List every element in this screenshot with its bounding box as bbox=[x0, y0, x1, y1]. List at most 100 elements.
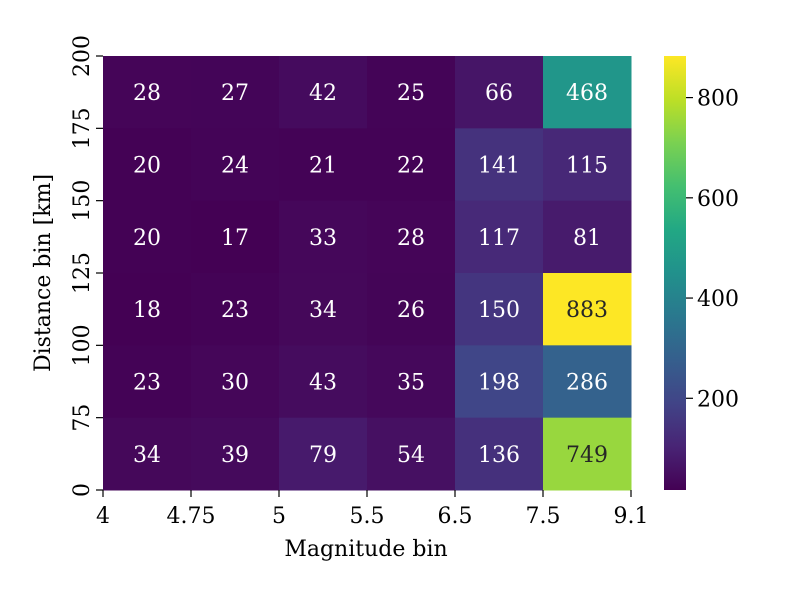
y-tick-label: 200 bbox=[70, 35, 95, 77]
y-tick-label: 150 bbox=[70, 180, 95, 222]
cell-value-label: 23 bbox=[133, 371, 161, 396]
heatmap-cell bbox=[543, 128, 632, 202]
heatmap-cell bbox=[455, 56, 544, 129]
y-tick-label: 100 bbox=[70, 324, 95, 366]
heatmap-cell bbox=[455, 417, 544, 491]
heatmap-cell bbox=[103, 128, 192, 202]
y-tick-label: 175 bbox=[70, 107, 95, 149]
heatmap-cell bbox=[543, 200, 632, 274]
colorbar-tick-label: 400 bbox=[697, 287, 739, 312]
colorbar-ticks: 200 400 600 800 bbox=[686, 87, 739, 412]
cell-value-label: 468 bbox=[566, 81, 608, 106]
cell-value-label: 136 bbox=[478, 443, 520, 468]
colorbar-gradient bbox=[664, 56, 686, 490]
x-tick-label: 5.5 bbox=[350, 504, 385, 529]
heatmap-cell bbox=[279, 417, 368, 491]
heatmap-cell bbox=[279, 200, 368, 274]
cell-value-label: 35 bbox=[397, 371, 425, 396]
heatmap-cell bbox=[367, 417, 456, 491]
heatmap-cells bbox=[103, 56, 632, 491]
cell-value-label: 42 bbox=[309, 81, 337, 106]
heatmap-cell bbox=[455, 345, 544, 419]
x-tick-label: 5 bbox=[272, 504, 286, 529]
cell-value-label: 141 bbox=[478, 154, 520, 179]
x-tick-label: 9.1 bbox=[614, 504, 649, 529]
heatmap-cell bbox=[103, 345, 192, 419]
cell-value-label: 26 bbox=[397, 298, 425, 323]
x-tick-label: 7.5 bbox=[526, 504, 561, 529]
x-axis-label: Magnitude bin bbox=[284, 537, 447, 562]
cell-value-label: 39 bbox=[221, 443, 249, 468]
heatmap-cell bbox=[455, 200, 544, 274]
y-tick-label: 75 bbox=[70, 404, 95, 432]
cell-value-label: 115 bbox=[566, 154, 608, 179]
x-tick-label: 4.75 bbox=[167, 504, 216, 529]
cell-value-label: 54 bbox=[397, 443, 425, 468]
cell-value-label: 286 bbox=[566, 371, 608, 396]
x-tick-label: 4 bbox=[96, 504, 110, 529]
heatmap-cell bbox=[543, 56, 632, 129]
cell-value-label: 79 bbox=[309, 443, 337, 468]
cell-value-label: 18 bbox=[133, 298, 161, 323]
cell-value-label: 23 bbox=[221, 298, 249, 323]
heatmap-cell bbox=[279, 345, 368, 419]
cell-value-label: 81 bbox=[573, 226, 601, 251]
heatmap-cell bbox=[543, 417, 632, 491]
cell-value-label: 28 bbox=[397, 226, 425, 251]
y-axis: 0 75 100 125 150 175 200 bbox=[70, 35, 103, 497]
cell-value-label: 21 bbox=[309, 154, 337, 179]
cell-value-label: 22 bbox=[397, 154, 425, 179]
heatmap-cell bbox=[367, 56, 456, 129]
heatmap-cell bbox=[543, 273, 632, 346]
cell-value-label: 749 bbox=[566, 443, 608, 468]
heatmap-cell bbox=[103, 200, 192, 274]
colorbar-tick-label: 200 bbox=[697, 387, 739, 412]
heatmap-cell bbox=[367, 128, 456, 202]
heatmap-cell bbox=[191, 128, 280, 202]
cell-value-label: 66 bbox=[485, 81, 513, 106]
cell-value-label: 24 bbox=[221, 154, 249, 179]
heatmap-cell bbox=[279, 273, 368, 346]
heatmap-cell bbox=[103, 56, 192, 129]
cell-value-label: 27 bbox=[221, 81, 249, 106]
y-tick-label: 125 bbox=[70, 252, 95, 294]
colorbar-tick-label: 800 bbox=[697, 87, 739, 112]
x-tick-label: 6.5 bbox=[438, 504, 473, 529]
cell-value-label: 34 bbox=[133, 443, 161, 468]
heatmap-cell bbox=[103, 417, 192, 491]
cell-value-label: 198 bbox=[478, 371, 520, 396]
y-axis-label: Distance bin [km] bbox=[31, 174, 56, 372]
heatmap-cell bbox=[103, 273, 192, 346]
x-axis: 4 4.75 5 5.5 6.5 7.5 9.1 bbox=[96, 490, 649, 529]
heatmap-cell bbox=[191, 273, 280, 346]
cell-value-label: 25 bbox=[397, 81, 425, 106]
heatmap-cell bbox=[455, 128, 544, 202]
cell-value-label: 43 bbox=[309, 371, 337, 396]
y-tick-label: 0 bbox=[70, 483, 95, 497]
cell-value-label: 30 bbox=[221, 371, 249, 396]
cell-value-label: 34 bbox=[309, 298, 337, 323]
heatmap-cell bbox=[191, 56, 280, 129]
cell-value-label: 20 bbox=[133, 154, 161, 179]
cell-value-label: 150 bbox=[478, 298, 520, 323]
heatmap-cell bbox=[279, 56, 368, 129]
heatmap-cell bbox=[367, 200, 456, 274]
colorbar: 200 400 600 800 bbox=[664, 56, 739, 490]
heatmap-cell bbox=[367, 273, 456, 346]
heatmap-cell bbox=[191, 345, 280, 419]
colorbar-tick-label: 600 bbox=[697, 187, 739, 212]
heatmap-cell bbox=[455, 273, 544, 346]
cell-value-label: 17 bbox=[221, 226, 249, 251]
cell-value-label: 33 bbox=[309, 226, 337, 251]
heatmap-cell-labels: 28 27 42 25 66 468 20 24 21 22 141 115 20 17 33 28 117 81… bbox=[133, 81, 608, 468]
cell-value-label: 883 bbox=[566, 298, 608, 323]
cell-value-label: 28 bbox=[133, 81, 161, 106]
heatmap-cell bbox=[279, 128, 368, 202]
heatmap-cell bbox=[543, 345, 632, 419]
cell-value-label: 20 bbox=[133, 226, 161, 251]
heatmap-cell bbox=[191, 200, 280, 274]
heatmap-cell bbox=[367, 345, 456, 419]
heatmap-cell bbox=[191, 417, 280, 491]
